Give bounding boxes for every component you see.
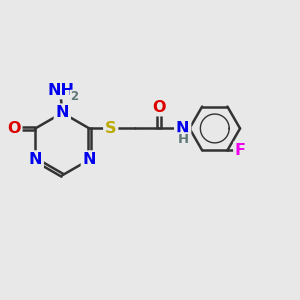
Text: N: N — [82, 152, 96, 167]
Text: 2: 2 — [70, 90, 79, 103]
Text: H: H — [178, 133, 189, 146]
Text: N: N — [56, 105, 69, 120]
Text: N: N — [176, 121, 189, 136]
Text: O: O — [7, 121, 21, 136]
Text: NH: NH — [47, 83, 74, 98]
Text: S: S — [105, 121, 116, 136]
Text: F: F — [235, 143, 246, 158]
Text: N: N — [28, 152, 42, 167]
Text: O: O — [152, 100, 166, 115]
